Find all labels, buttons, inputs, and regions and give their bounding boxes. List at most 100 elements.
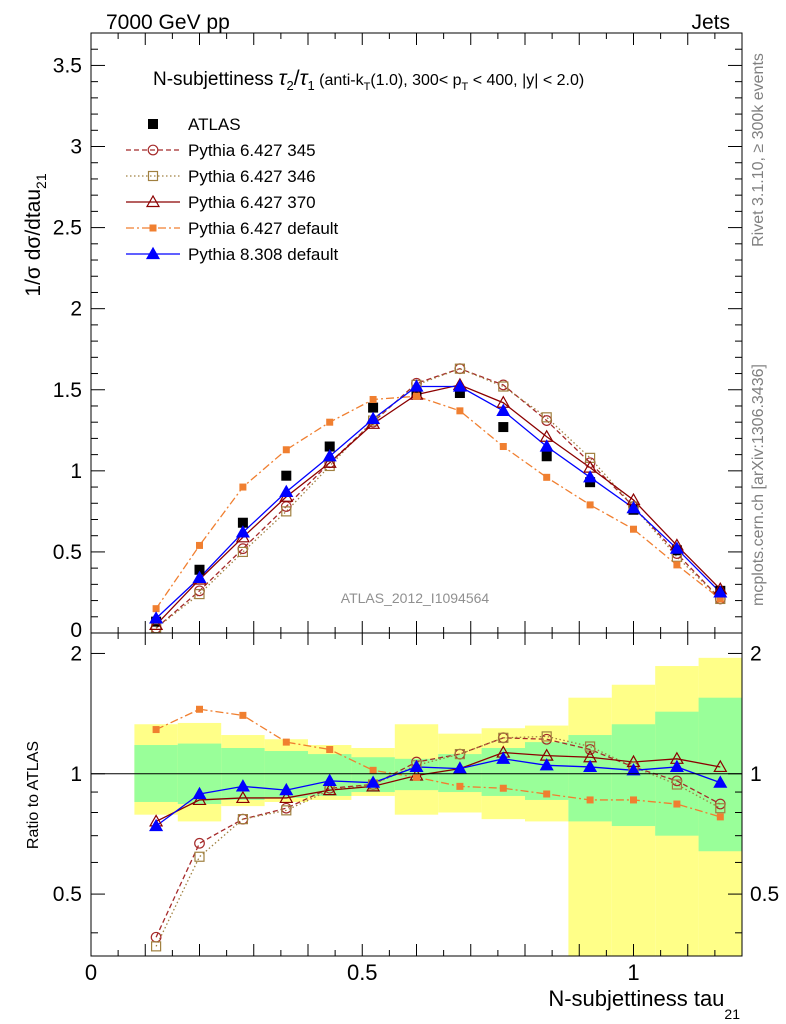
main-point-pythia-8-308-default <box>496 403 511 416</box>
main-point-pythia-6-427-370 <box>322 455 337 468</box>
ratio-plot-frame <box>90 632 743 957</box>
main-point-pythia-6-427-346 <box>541 412 552 423</box>
main-point-atlas <box>541 451 552 462</box>
ratio-point-pythia-6-427-370 <box>322 782 337 796</box>
main-point-pythia-6-427-346 <box>498 381 509 392</box>
ratio-point-pythia-8-308-default <box>322 773 337 786</box>
main-point-pythia-6-427-default <box>673 561 681 569</box>
legend-label-pythia-6-427-345: Pythia 6.427 345 <box>188 141 316 160</box>
legend-label-pythia-8-308-default: Pythia 8.308 default <box>188 245 339 264</box>
ratio-point-pythia-6-427-370 <box>235 790 250 804</box>
main-y-tick-label: 2.5 <box>53 217 82 240</box>
mcplots-label: mcplots.cern.ch [arXiv:1306.3436] <box>750 364 767 606</box>
main-point-pythia-8-308-default <box>235 525 250 538</box>
legend-label-pythia-6-427-370: Pythia 6.427 370 <box>188 193 316 212</box>
ratio-y-axis-label: Ratio to ATLAS <box>25 741 42 849</box>
main-point-pythia-8-308-default <box>192 570 207 583</box>
main-point-pythia-6-427-default <box>499 443 507 451</box>
main-line-pythia-8-308-default <box>155 385 721 619</box>
main-point-atlas <box>237 517 248 528</box>
ratio-point-pythia-6-427-370 <box>279 790 294 804</box>
ratio-point-pythia-8-308-default <box>366 775 381 788</box>
ratio-point-pythia-6-427-346 <box>498 732 509 743</box>
main-line-pythia-6-427-345 <box>155 367 721 629</box>
ratio-point-pythia-6-427-370 <box>192 792 207 806</box>
ratio-y-tick-label: 2 <box>70 642 82 665</box>
ratio-point-pythia-8-308-default <box>192 786 207 800</box>
ratio-point-pythia-6-427-346 <box>671 779 683 790</box>
legend-marker-atlas <box>148 119 158 129</box>
ratio-point-pythia-6-427-default <box>673 800 681 808</box>
main-point-atlas <box>194 564 205 575</box>
ratio-y-tick-label-right: 1 <box>750 763 762 786</box>
ratio-point-pythia-6-427-default <box>413 773 420 781</box>
main-point-pythia-6-427-346 <box>194 588 205 600</box>
legend-label-pythia-6-427-default: Pythia 6.427 default <box>188 219 339 238</box>
ratio-point-pythia-6-427-default <box>326 746 334 754</box>
main-y-tick-label: 3.5 <box>53 54 82 77</box>
main-point-pythia-6-427-default <box>239 483 247 491</box>
legend-marker-pythia-6-427-345 <box>147 144 159 156</box>
legend-group: ATLAS Pythia 6.427 345 Pythia 6.427 346 Pyt… <box>126 115 339 264</box>
ratio-y-tick-label: 1 <box>70 763 82 786</box>
legend-marker-pythia-6-427-default <box>149 224 157 232</box>
ratio-point-pythia-8-308-default <box>409 759 424 773</box>
ratio-point-pythia-6-427-default <box>456 782 464 790</box>
ratio-point-pythia-6-427-346 <box>151 941 162 952</box>
ratio-point-pythia-6-427-default <box>196 705 203 713</box>
ratio-point-pythia-6-427-370 <box>713 759 728 773</box>
main-point-pythia-8-308-default <box>669 541 684 554</box>
main-point-pythia-8-308-default <box>409 379 424 392</box>
rivet-label: Rivet 3.1.10, ≥ 300k events <box>750 53 767 247</box>
x-axis-label: N-subjettiness tau21 <box>548 986 740 1022</box>
ratio-y-tick-label-right: 0.5 <box>750 883 779 906</box>
main-y-tick-label: 1.5 <box>53 379 82 402</box>
main-y-tick-label: 1 <box>70 460 82 483</box>
ratio-point-pythia-8-308-default <box>669 759 684 773</box>
main-y-tick-label: 0 <box>70 619 82 642</box>
ratio-point-pythia-6-427-346 <box>194 851 205 862</box>
main-point-pythia-6-427-default <box>456 407 464 415</box>
legend-label-pythia-6-427-346: Pythia 6.427 346 <box>188 167 316 186</box>
series-markers-group <box>149 363 728 952</box>
main-point-pythia-6-427-346 <box>324 460 335 472</box>
main-y-axis-label: 1/σ dσ/dtau21 <box>22 173 49 296</box>
main-point-pythia-6-427-default <box>413 392 420 400</box>
x-tick-label: 1 <box>627 960 639 985</box>
main-y-tick-label: 3 <box>70 136 82 159</box>
main-line-pythia-6-427-default <box>155 395 721 610</box>
main-point-pythia-6-427-default <box>369 395 377 403</box>
main-point-atlas <box>454 388 465 398</box>
chart-title: N-subjettiness τ2/τ1 (anti-kT(1.0), 300<… <box>153 67 584 93</box>
ratio-point-pythia-6-427-default <box>630 796 637 804</box>
main-point-pythia-6-427-default <box>196 541 203 549</box>
ratio-band-inner-bin <box>698 697 742 852</box>
analysis-watermark: ATLAS_2012_I1094564 <box>341 590 490 606</box>
main-point-pythia-8-308-default <box>452 379 467 392</box>
ratio-point-pythia-6-427-346 <box>715 803 726 814</box>
ratio-band-inner-bin <box>525 742 569 800</box>
main-line-pythia-6-427-346 <box>155 367 721 629</box>
x-tick-label: 0 <box>85 960 97 985</box>
ratio-point-pythia-6-427-346 <box>454 748 465 760</box>
main-point-pythia-6-427-default <box>326 418 334 426</box>
ratio-point-pythia-8-308-default <box>583 759 598 773</box>
ratio-point-pythia-8-308-default <box>149 818 164 832</box>
header-right: Jets <box>691 11 730 34</box>
ticks-group: 0 0.5 1 0 0.5 1 1.5 2 2.5 3 3.5 0.5 0.5 1 1 2 2 <box>53 32 779 985</box>
x-tick-label: 0.5 <box>347 960 378 985</box>
ratio-point-pythia-6-427-default <box>716 813 724 821</box>
legend-label-atlas: ATLAS <box>188 115 241 134</box>
main-y-tick-label: 0.5 <box>53 541 82 564</box>
main-point-pythia-8-308-default <box>322 449 337 462</box>
header-left: 7000 GeV pp <box>106 11 230 34</box>
ratio-line-pythia-6-427-346 <box>155 735 721 947</box>
ratio-point-pythia-6-427-default <box>586 796 594 804</box>
ratio-line-pythia-6-427-370 <box>155 751 721 822</box>
ratio-point-pythia-6-427-default <box>499 784 507 792</box>
ratio-point-pythia-6-427-default <box>369 766 377 774</box>
ratio-line-pythia-6-427-default <box>155 708 721 818</box>
main-point-pythia-8-308-default <box>149 611 164 624</box>
ratio-point-pythia-8-308-default <box>279 782 294 796</box>
